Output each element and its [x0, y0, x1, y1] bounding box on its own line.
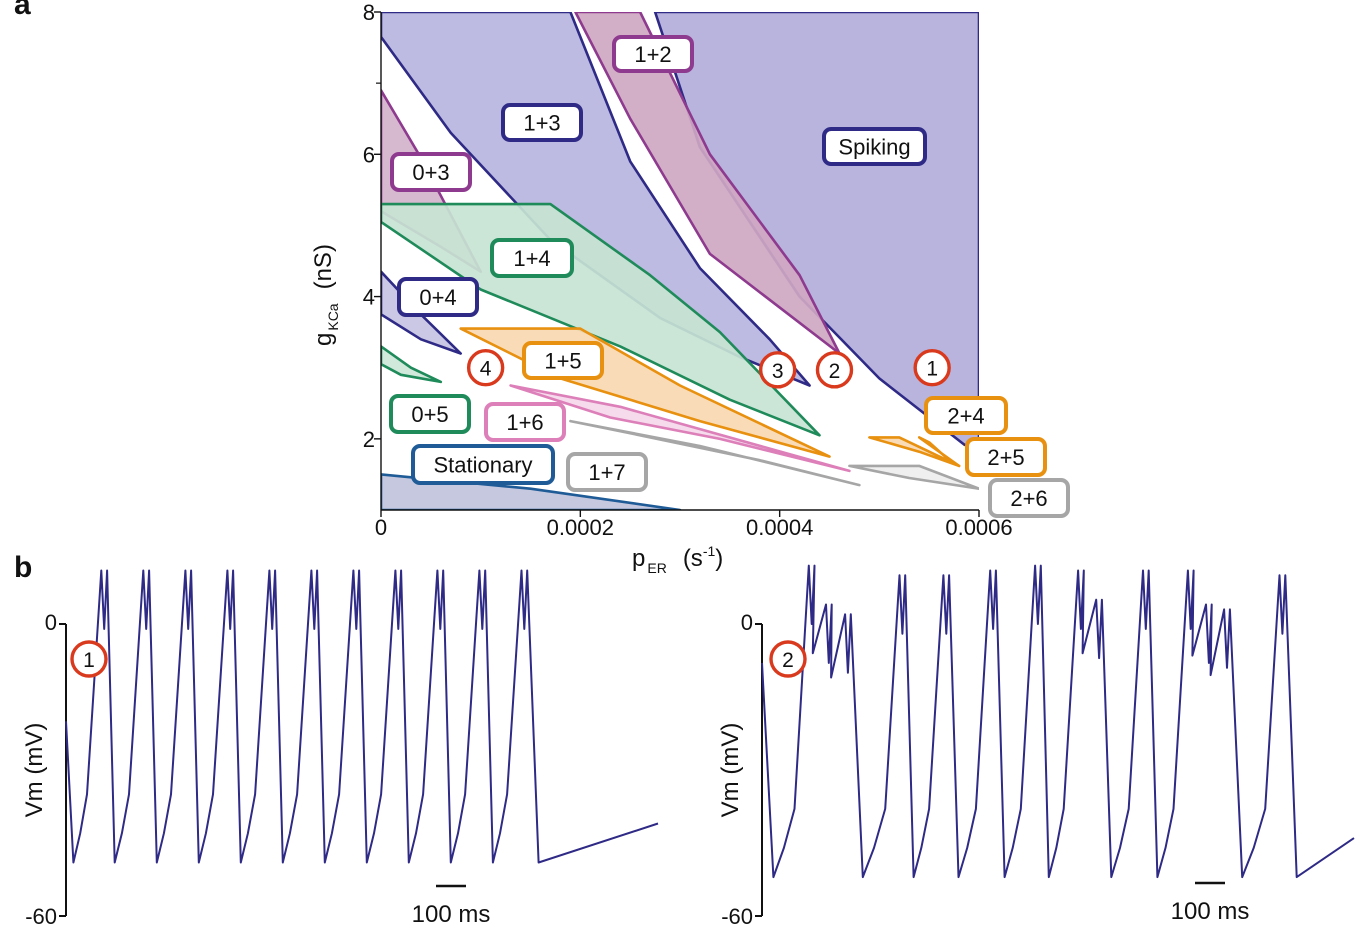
- svg-text:2+5: 2+5: [987, 445, 1024, 470]
- regions-layer: [381, 12, 979, 510]
- svg-text:1+4: 1+4: [513, 246, 550, 271]
- marker-4: 4: [466, 349, 505, 387]
- y-tick-label: 2: [363, 427, 375, 452]
- region-1-plus-7: [569, 419, 861, 487]
- marker-circles: 1 2 3 4: [466, 349, 951, 389]
- svg-text:2: 2: [782, 649, 794, 672]
- trace-y-axis-label: Vm (mV): [717, 723, 744, 818]
- trace-marker-1: 1: [70, 640, 108, 678]
- y-tick-label: 4: [363, 285, 375, 310]
- svg-text:3: 3: [772, 360, 784, 383]
- region-label-0-plus-5: 0+5: [389, 394, 471, 434]
- marker-3: 3: [758, 351, 797, 389]
- region-label-1-plus-6: 1+6: [484, 402, 566, 442]
- trace-marker-2: 2: [769, 640, 807, 678]
- x-axis-label-unit: (s: [683, 545, 703, 572]
- y-axis-label-sub: KCa: [325, 303, 341, 330]
- svg-text:0+4: 0+4: [419, 285, 456, 310]
- x-axis-label-close: ): [715, 545, 723, 572]
- x-tick-label: 0.0002: [547, 515, 614, 540]
- x-axis-label-sub: ER: [647, 560, 666, 576]
- trace-y-tick-label: -60: [721, 904, 753, 929]
- region-label-1-plus-4: 1+4: [490, 238, 574, 278]
- y-axis-label: g KCa (nS): [310, 244, 341, 346]
- svg-text:4: 4: [480, 358, 492, 381]
- y-axis-label-unit: (nS): [310, 244, 337, 289]
- scale-bar-label: 100 ms: [1171, 898, 1250, 925]
- region-label-0-plus-4: 0+4: [397, 277, 479, 317]
- svg-text:1+5: 1+5: [544, 349, 581, 374]
- y-tick-label: 8: [363, 0, 375, 25]
- svg-text:1: 1: [926, 358, 938, 381]
- x-axis-label: p ER (s-1): [632, 543, 723, 576]
- marker-1: 1: [913, 349, 951, 387]
- svg-text:0+5: 0+5: [411, 402, 448, 427]
- panel-letter-b: b: [14, 551, 32, 584]
- trace-y-tick-label: 0: [741, 610, 753, 635]
- region-1-plus-6: [509, 384, 851, 473]
- x-tick-label: 0.0006: [945, 515, 1012, 540]
- region-label-1-plus-7: 1+7: [566, 452, 648, 492]
- region-label-1-plus-5: 1+5: [522, 341, 604, 380]
- svg-text:1+7: 1+7: [588, 460, 625, 485]
- svg-text:2: 2: [829, 360, 841, 383]
- x-tick-label: 0: [375, 515, 387, 540]
- region-labels: Spiking 1+2 1+3 0+3 1+4 0+4 0+5 1+5 1+6 1+7 2+42+5…: [389, 35, 1070, 518]
- region-label-2-plus-5: 2+5: [965, 437, 1047, 477]
- scale-bar-label: 100 ms: [412, 901, 491, 928]
- membrane-potential-trace: [761, 564, 1355, 879]
- svg-text:Spiking: Spiking: [838, 135, 910, 160]
- y-tick-label: 6: [363, 142, 375, 167]
- panel-letter-a: a: [14, 0, 31, 21]
- region-2-plus-6: [848, 464, 979, 490]
- phase-diagram-axes: 0 0.0002 0.0004 0.0006 2 4 6 8: [363, 0, 1013, 540]
- svg-text:Stationary: Stationary: [433, 453, 532, 478]
- marker-2: 2: [815, 351, 854, 389]
- y-axis-label-main: g: [310, 333, 337, 346]
- region-label-2-plus-6: 2+6: [988, 478, 1070, 518]
- trace-y-tick-label: 0: [45, 610, 57, 635]
- x-tick-label: 0.0004: [746, 515, 813, 540]
- region-label-1-plus-2: 1+2: [612, 35, 694, 73]
- region-label-stationary: Stationary: [411, 444, 555, 485]
- membrane-potential-trace: [65, 569, 659, 864]
- region-label-0-plus-3: 0+3: [390, 152, 472, 192]
- trace-panel-2: 0 -60 Vm (mV) 100 ms 2: [717, 564, 1355, 929]
- region-2-plus-5: [868, 436, 961, 468]
- region-0-plus-5: [381, 345, 443, 384]
- trace-y-tick-label: -60: [25, 904, 57, 929]
- x-axis-label-sup: -1: [703, 543, 716, 559]
- svg-text:0+3: 0+3: [412, 160, 449, 185]
- svg-text:1+3: 1+3: [523, 111, 560, 136]
- trace-y-axis-label: Vm (mV): [21, 723, 48, 818]
- svg-text:1+6: 1+6: [506, 410, 543, 435]
- region-label-1-plus-3: 1+3: [501, 103, 583, 142]
- svg-text:2+4: 2+4: [947, 404, 984, 429]
- region-label-spiking: Spiking: [822, 127, 927, 166]
- svg-text:2+6: 2+6: [1010, 486, 1047, 511]
- trace-panel-1: 0 -60 Vm (mV) 100 ms 1: [21, 569, 659, 929]
- x-axis-label-main: p: [632, 545, 645, 572]
- region-label-2-plus-4: 2+4: [924, 396, 1008, 435]
- phase-diagram: 0 0.0002 0.0004 0.0006 2 4 6 8 Spiking 1+2 1+3 0+3…: [310, 0, 1070, 576]
- svg-text:1+2: 1+2: [634, 42, 671, 67]
- svg-text:1: 1: [83, 649, 95, 672]
